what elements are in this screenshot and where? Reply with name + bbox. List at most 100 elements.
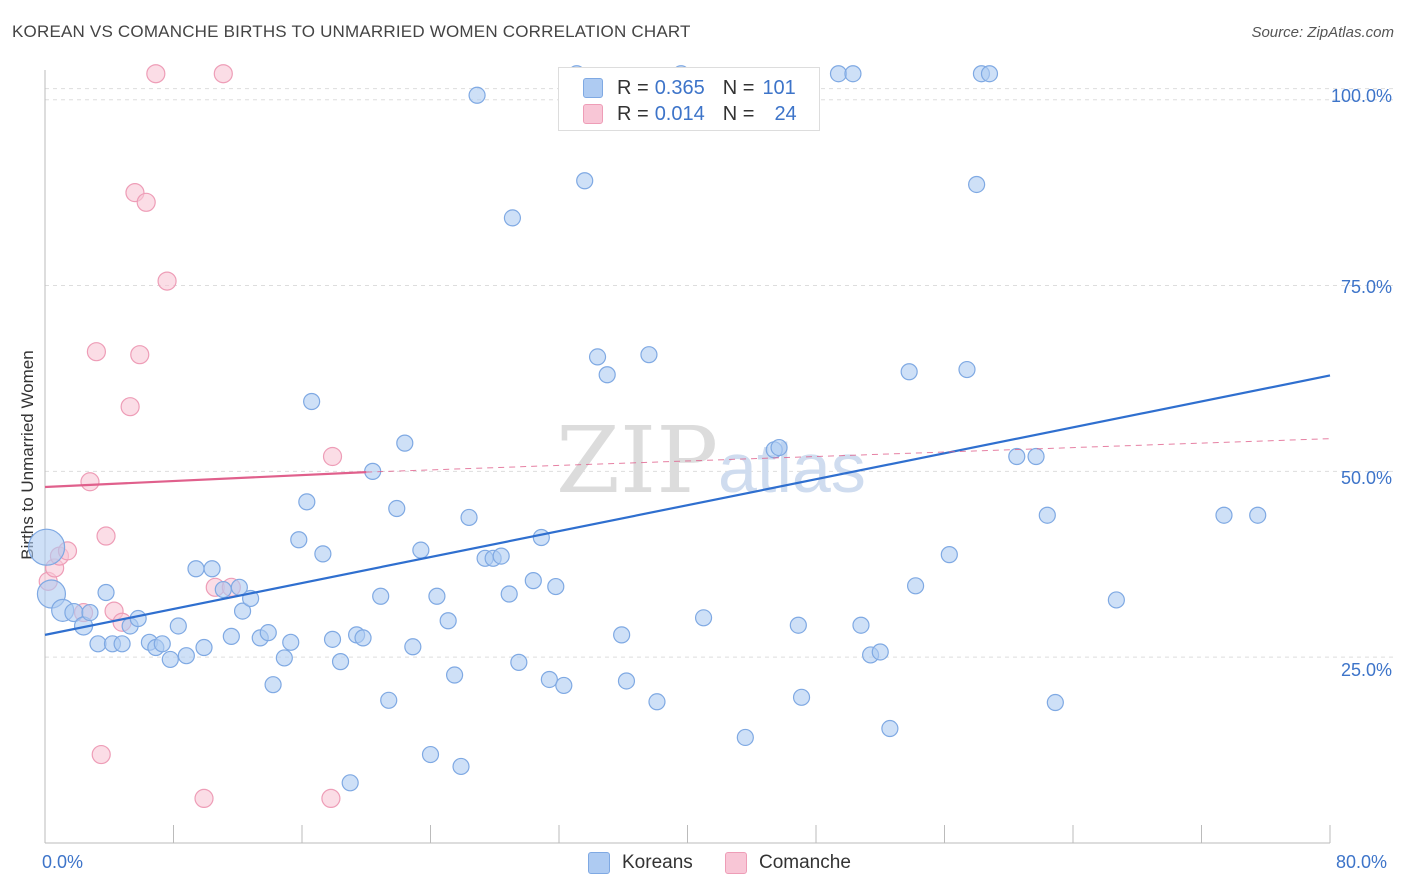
legend-row-koreans: R = 0.365 N = 101 (583, 76, 796, 100)
korean-point-88 (940, 546, 958, 564)
n-label: N = (722, 102, 755, 125)
stats-legend: R = 0.365 N = 101 R = 0.014 N = 24 (558, 67, 820, 131)
korean-point-61 (532, 528, 550, 547)
korean-point-50 (445, 666, 464, 684)
korean-point-64 (555, 676, 573, 695)
korean-point-5 (81, 603, 99, 622)
korean-point-74 (694, 609, 713, 627)
korean-point-80 (829, 65, 848, 83)
series-legend: Koreans Comanche (0, 852, 1406, 876)
grid-lines (45, 88, 1395, 658)
y-tick-label-50: 50.0% (1340, 468, 1392, 488)
comanche-trend-line (44, 471, 367, 489)
korean-point-81 (844, 65, 862, 83)
korean-point-34 (314, 545, 332, 563)
korean-point-86 (900, 363, 918, 381)
korean-point-75 (736, 728, 754, 747)
x-tick-label-min: 0.0% (42, 852, 84, 872)
korean-point-99 (1249, 506, 1267, 524)
korean-point-89 (958, 360, 976, 379)
x-tick-label-max: 80.0% (1336, 852, 1388, 872)
korean-point-96 (1046, 693, 1064, 712)
korean-point-85 (881, 719, 899, 738)
korean-point-0 (28, 528, 66, 566)
korean-point-42 (380, 691, 398, 709)
korean-point-45 (404, 638, 422, 656)
korean-point-30 (282, 633, 300, 651)
comanche-point-19 (213, 64, 233, 84)
korean-point-17 (177, 647, 195, 665)
korean-point-67 (588, 348, 607, 366)
koreans-legend-swatch (588, 852, 610, 874)
korean-point-66 (576, 172, 594, 190)
korean-point-6 (89, 635, 107, 653)
korean-point-49 (439, 612, 457, 630)
comanche-point-21 (321, 788, 341, 809)
korean-point-97 (1107, 591, 1125, 609)
korean-point-78 (789, 616, 807, 634)
korean-point-87 (906, 577, 925, 595)
korean-point-95 (1038, 506, 1056, 524)
r-label: R = (617, 102, 649, 125)
korean-point-32 (298, 493, 316, 511)
korean-point-29 (275, 649, 293, 667)
korean-point-28 (264, 676, 282, 694)
regression-lines (44, 374, 1331, 636)
korean-point-92 (980, 65, 999, 83)
korean-point-21 (214, 580, 232, 599)
korean-point-98 (1215, 506, 1233, 524)
korean-point-20 (203, 560, 221, 578)
comanche-point-5 (80, 472, 100, 492)
korean-point-70 (617, 672, 636, 690)
koreans-r-value: 0.365 (654, 76, 705, 99)
korean-point-56 (492, 547, 510, 565)
korean-point-22 (222, 627, 240, 645)
koreans-legend-label: Koreans (622, 852, 693, 873)
legend-row-comanche: R = 0.014 N = 24 (583, 102, 797, 126)
korean-point-27 (259, 624, 277, 642)
chart-title: KOREAN VS COMANCHE BIRTHS TO UNMARRIED W… (12, 22, 691, 41)
korean-point-90 (968, 175, 986, 194)
korean-point-94 (1027, 447, 1045, 466)
korean-point-16 (169, 617, 187, 635)
comanche-points (38, 64, 343, 809)
korean-point-59 (510, 653, 528, 671)
korean-point-84 (871, 643, 889, 661)
korean-point-36 (331, 653, 350, 671)
korean-point-14 (153, 635, 171, 653)
watermark-zip: ZIP (556, 407, 718, 514)
korean-point-46 (412, 541, 430, 559)
korean-point-69 (613, 626, 631, 644)
legend-item-comanche[interactable]: Comanche (725, 852, 851, 874)
korean-point-52 (460, 508, 478, 527)
comanche-point-16 (157, 271, 177, 291)
korean-point-58 (503, 209, 522, 227)
y-tick-label-75: 75.0% (1340, 277, 1392, 297)
y-tick-label-100: 100.0% (1330, 86, 1392, 106)
comanche-point-13 (130, 345, 150, 365)
korean-point-72 (648, 693, 666, 711)
koreans-swatch (583, 78, 603, 98)
korean-point-93 (1008, 447, 1026, 466)
axes (44, 70, 1331, 844)
korean-point-63 (547, 577, 565, 596)
comanche-trend-extension (366, 438, 1331, 473)
comanche-point-6 (86, 342, 107, 362)
korean-point-62 (540, 670, 558, 689)
legend-item-koreans[interactable]: Koreans (588, 852, 693, 874)
korean-point-19 (195, 638, 213, 657)
korean-point-71 (640, 346, 658, 364)
korean-point-68 (598, 366, 616, 384)
comanche-point-17 (194, 788, 214, 809)
comanche-point-11 (120, 397, 140, 417)
korean-point-44 (396, 434, 414, 452)
comanche-point-14 (136, 192, 156, 212)
comanche-legend-swatch (725, 852, 747, 874)
korean-point-47 (421, 745, 440, 764)
korean-point-31 (290, 531, 308, 549)
korean-point-24 (233, 602, 252, 620)
n-label: N = (722, 76, 755, 99)
korean-point-15 (161, 650, 179, 669)
comanche-point-8 (96, 526, 116, 546)
korean-point-11 (129, 609, 147, 628)
